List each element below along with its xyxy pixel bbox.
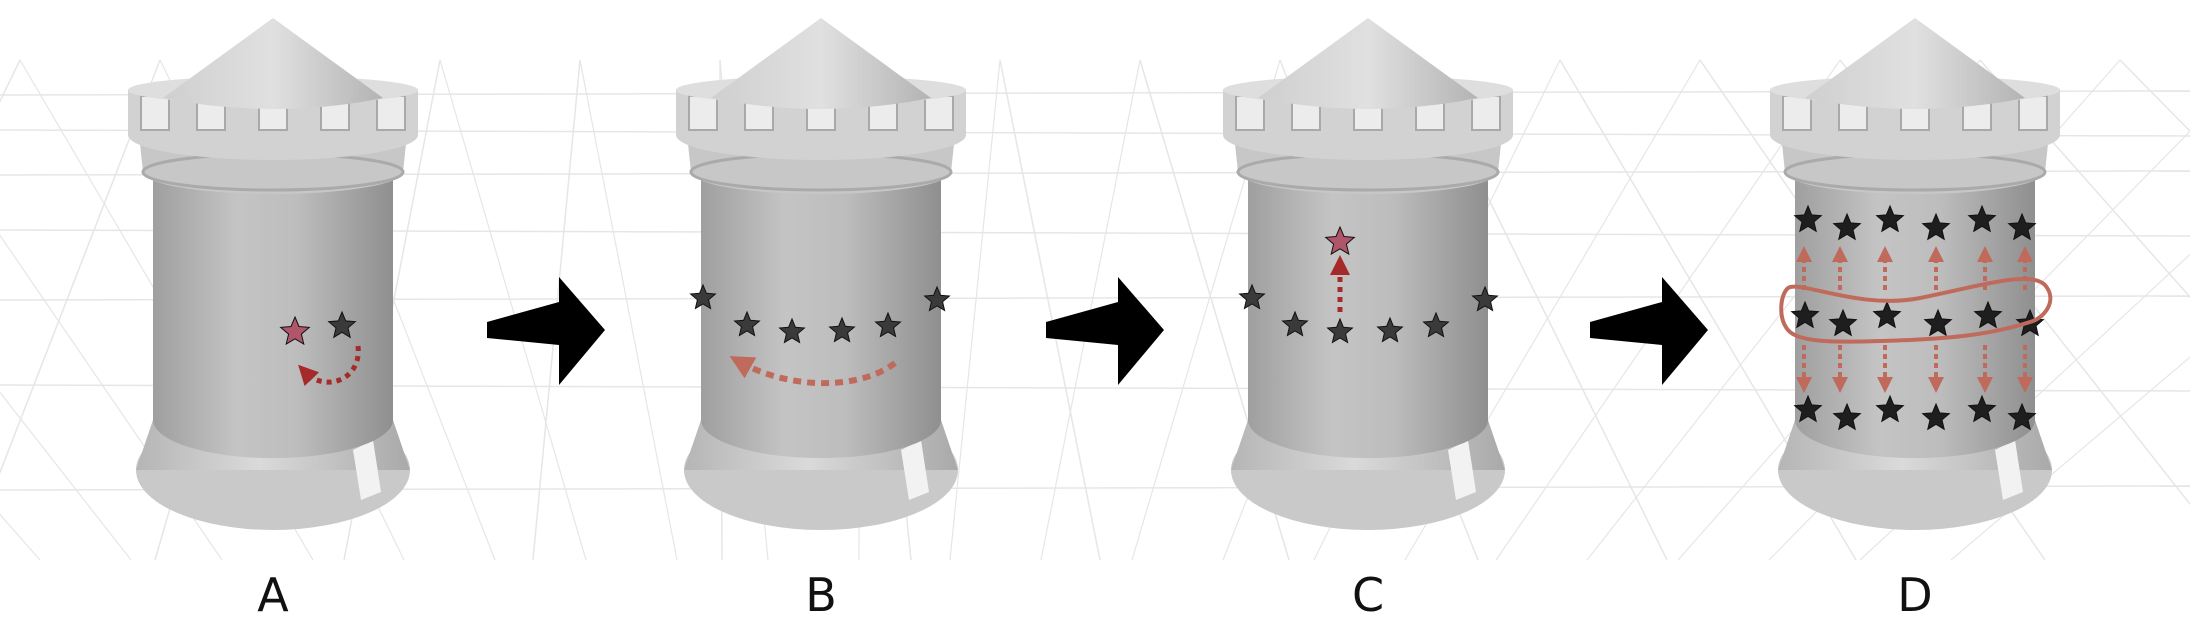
row-star [1422, 311, 1450, 338]
step-arrow-c-d [1590, 277, 1708, 385]
array-star [1967, 394, 1997, 423]
array-star [1872, 300, 1902, 329]
tower-body [701, 175, 941, 458]
panel-label-c: C [1351, 568, 1385, 622]
panel-a-content [279, 310, 361, 387]
panel-label-d: D [1897, 568, 1933, 622]
array-star [1923, 308, 1953, 337]
step-arrow-b-c [1046, 277, 1164, 385]
panel-d-content [1779, 204, 2053, 431]
grid-line [0, 513, 41, 561]
grid-line [439, 59, 587, 561]
sweep-arrow [729, 356, 897, 387]
array-star [1973, 300, 2003, 329]
row-star [828, 316, 856, 343]
battlement-notch [1471, 95, 1501, 131]
base-notch [1448, 440, 1476, 500]
row-star [778, 317, 806, 344]
array-star [1790, 300, 1820, 329]
grid-line [0, 59, 21, 103]
step-arrow-a-b [487, 277, 605, 385]
battlement-notch [1782, 95, 1812, 131]
row-star [1471, 285, 1499, 312]
panel-b-content [689, 283, 951, 387]
battlement-notch [376, 95, 406, 131]
tower-a [128, 18, 418, 530]
highlight-star [1324, 225, 1356, 256]
array-star [1967, 204, 1997, 233]
array-star [1832, 212, 1862, 241]
row-star [923, 285, 951, 312]
array-star [1793, 394, 1823, 423]
tower-d [1770, 18, 2060, 530]
grid-line [0, 59, 161, 475]
highlight-star [279, 315, 311, 346]
target-star [327, 310, 357, 339]
battlement-notch [2018, 95, 2048, 131]
panel-label-a: A [257, 568, 289, 622]
row-star [1326, 317, 1354, 344]
tower-roof [163, 18, 383, 109]
tower-body [1795, 175, 2035, 458]
row-band-outline [1779, 277, 2053, 344]
battlement-notch [924, 95, 954, 131]
row-star [733, 310, 761, 337]
row-star [1281, 310, 1309, 337]
tower-c [1223, 18, 1513, 530]
grid-line [999, 59, 1101, 561]
base-notch [1995, 440, 2023, 500]
array-star [1921, 212, 1951, 241]
tower-roof [1805, 18, 2025, 109]
tower-b [676, 18, 966, 530]
array-star [1828, 308, 1858, 337]
array-star [1832, 402, 1862, 431]
array-star [1793, 204, 1823, 233]
base-notch [901, 440, 929, 500]
battlement-notch [1235, 95, 1265, 131]
grid-line [1979, 59, 2190, 299]
grid-line [949, 59, 1001, 561]
array-star [1921, 402, 1951, 431]
array-star [2007, 212, 2037, 241]
array-star [1875, 394, 1905, 423]
grid-line [579, 59, 678, 561]
base-notch [353, 440, 381, 500]
array-star [2007, 402, 2037, 431]
row-star [1376, 316, 1404, 343]
grid-line [0, 391, 132, 561]
tower-body [1248, 175, 1488, 458]
battlement-notch [688, 95, 718, 131]
battlement-notch [140, 95, 170, 131]
tower-roof [711, 18, 931, 109]
panel-label-b: B [805, 568, 837, 622]
row-star [689, 283, 717, 310]
row-star [1238, 283, 1266, 310]
tower-roof [1258, 18, 1478, 109]
row-star [874, 311, 902, 338]
array-star [1875, 204, 1905, 233]
rotate-arrow [298, 345, 361, 387]
tower-body [153, 175, 393, 458]
panel-c-content [1238, 225, 1499, 344]
